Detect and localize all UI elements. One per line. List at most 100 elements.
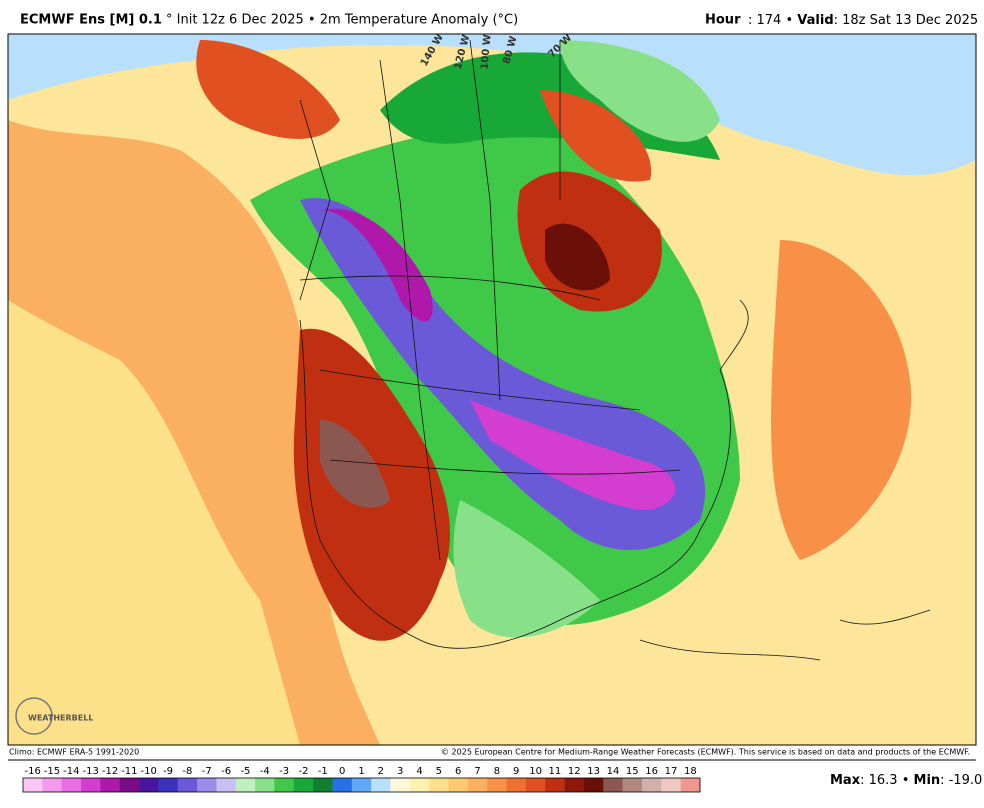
logo-swirl	[15, 697, 53, 735]
colorbar-swatch	[197, 778, 217, 792]
colorbar-label: 5	[436, 766, 442, 777]
init-text: ° Init 12z 6 Dec 2025 • 2m Temperature A…	[166, 13, 518, 28]
texas-cool	[453, 500, 600, 638]
colorbar-label: 6	[455, 766, 461, 777]
colorbar-label: -14	[63, 766, 79, 777]
colorbar-label: -5	[240, 766, 250, 777]
colorbar-label: 12	[568, 766, 581, 777]
colorbar-swatch	[641, 778, 662, 792]
colorbar-swatch	[332, 778, 353, 792]
colorbar-label: -13	[83, 766, 99, 777]
colon: :	[860, 773, 869, 788]
colorbar-swatch	[467, 778, 488, 792]
colorbar-label: -9	[163, 766, 173, 777]
colorbar-label: 7	[474, 766, 480, 777]
colorbar-label: -8	[182, 766, 192, 777]
colorbar-swatch	[274, 778, 295, 792]
colorbar-label: 1	[358, 766, 364, 777]
sep: •	[898, 773, 914, 788]
colorbar-label: 0	[339, 766, 345, 777]
colorbar-swatch	[61, 778, 82, 792]
caribbean-coast	[639, 609, 931, 661]
valid-label: Valid	[797, 13, 833, 28]
min-label: Min	[914, 773, 941, 788]
colorbar-label: -2	[298, 766, 308, 777]
colorbar-label: 8	[494, 766, 500, 777]
arctic-anomaly	[8, 34, 976, 176]
copyright: © 2025 European Centre for Medium-Range …	[441, 748, 970, 757]
colorbar-label: 14	[607, 766, 620, 777]
colorbar-label: 15	[626, 766, 639, 777]
colorbar-swatch	[255, 778, 275, 792]
colorbar-label: 17	[665, 766, 678, 777]
midwest-cold-core	[470, 400, 676, 510]
colorbar-swatch	[506, 778, 527, 792]
colorbar-label: 13	[587, 766, 600, 777]
colorbar-swatch	[545, 778, 565, 792]
colorbar-label: 10	[529, 766, 542, 777]
colorbar-label: 2	[378, 766, 384, 777]
map-frame	[7, 33, 977, 746]
colorbar-swatch	[119, 778, 140, 792]
colorbar-label: 3	[397, 766, 403, 777]
great-basin-warm-core	[320, 420, 390, 508]
atlantic-warm	[771, 240, 912, 560]
hour-number: 174	[757, 13, 782, 28]
colorbar-swatch	[448, 778, 469, 792]
colorbar-swatch	[139, 778, 159, 792]
colorbar-frame	[22, 777, 701, 793]
colorbar-swatch	[100, 778, 121, 792]
colorbar-swatch	[661, 778, 681, 792]
hour-label: Hour	[705, 13, 741, 28]
max-label: Max	[830, 773, 861, 788]
colorbar-swatch	[622, 778, 643, 792]
colorbar-swatch	[525, 778, 546, 792]
bc-cold-core	[320, 208, 433, 322]
logo-text: WEATHERBELL	[28, 714, 93, 723]
colorbar: -16 -15 -14 -13 -12 -11 -10 -9 -8 -7 -6 -5 -4 -3 -2 -1 0…	[22, 766, 701, 793]
sep: •	[781, 13, 797, 28]
colorbar-label: -1	[318, 766, 328, 777]
colorbar-swatch	[313, 778, 333, 792]
colorbar-label: -6	[221, 766, 231, 777]
colorbar-swatch	[429, 778, 449, 792]
colorbar-swatch	[177, 778, 198, 792]
political-borders	[299, 39, 681, 561]
colorbar-swatch	[158, 778, 179, 792]
colon: :	[834, 13, 843, 28]
colorbar-swatch	[216, 778, 237, 792]
coastline	[299, 299, 749, 649]
colorbar-label: 11	[549, 766, 562, 777]
colorbar-swatch	[409, 778, 430, 792]
hudson-warm-core	[545, 223, 610, 291]
colorbar-label: -11	[121, 766, 137, 777]
pacific-mild	[8, 300, 300, 745]
colorbar-swatch	[390, 778, 411, 792]
colorbar-label: -15	[44, 766, 60, 777]
colorbar-swatch	[487, 778, 507, 792]
model-title: ECMWF Ens [M] 0.1	[20, 13, 162, 28]
longitude-label: 100 W	[479, 34, 493, 70]
colorbar-swatch	[293, 778, 314, 792]
colorbar-swatch	[23, 778, 43, 792]
colorbar-swatch	[371, 778, 391, 792]
valid-value: 18z Sat 13 Dec 2025	[842, 13, 978, 28]
colorbar-label: -16	[24, 766, 40, 777]
colorbar-swatch	[42, 778, 62, 792]
colorbar-label: 4	[416, 766, 422, 777]
colorbar-swatch	[680, 778, 701, 792]
colon: :	[940, 773, 949, 788]
logo: WEATHERBELL	[15, 697, 93, 735]
colorbar-swatch	[583, 778, 604, 792]
colorbar-label: 9	[513, 766, 519, 777]
max-value: 16.3	[869, 773, 898, 788]
min-value: -19.0	[949, 773, 983, 788]
colorbar-swatch	[235, 778, 256, 792]
colorbar-label: -10	[141, 766, 157, 777]
colorbar-label: -7	[202, 766, 212, 777]
colorbar-swatch	[564, 778, 585, 792]
colorbar-label: 16	[645, 766, 658, 777]
colorbar-label: 18	[684, 766, 697, 777]
